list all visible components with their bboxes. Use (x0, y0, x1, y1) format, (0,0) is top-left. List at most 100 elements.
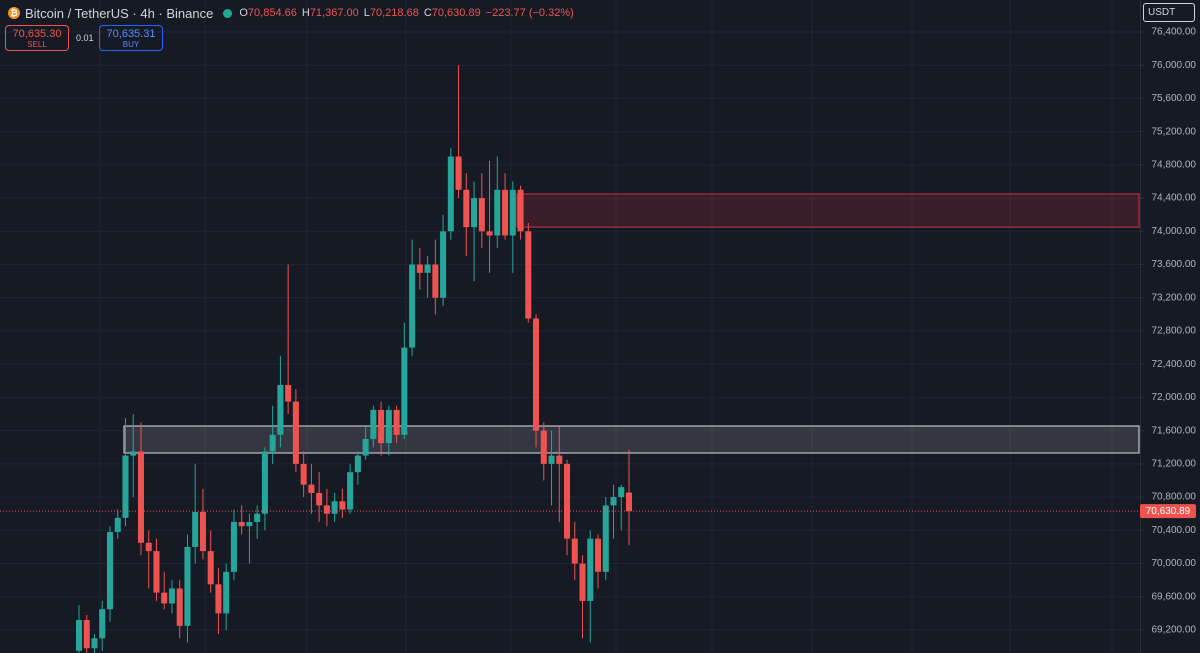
candle-body (292, 401, 299, 464)
y-tick-label: 74,800.00 (1152, 160, 1197, 171)
candle-body (509, 189, 516, 236)
ohlc-value: 70,630.89 (431, 7, 481, 19)
ohlc-low: L70,218.68 (364, 7, 419, 19)
candle-body (316, 492, 323, 506)
candle-body (246, 522, 253, 527)
vertical-grid (99, 0, 1113, 653)
candle-body (199, 512, 206, 552)
y-tick-label: 71,600.00 (1152, 425, 1197, 436)
candle-body (432, 264, 439, 298)
y-tick-label: 74,400.00 (1152, 193, 1197, 204)
candle-body (602, 505, 609, 572)
candle-body (75, 620, 83, 651)
ohlc-value: 70,854.66 (247, 7, 297, 19)
sell-label: SELL (27, 39, 47, 49)
last-price-label: 70,630.89 (1146, 506, 1191, 517)
candle-body (548, 455, 555, 464)
ohlc-open: O70,854.66 (239, 7, 297, 19)
currency-selector[interactable]: USDT (1143, 3, 1195, 22)
ohlc-key: C (423, 7, 432, 19)
candle-body (579, 563, 586, 601)
candle-body (471, 198, 478, 228)
candle-body (184, 546, 191, 626)
buy-label: BUY (122, 39, 140, 49)
y-tick-label: 69,600.00 (1152, 591, 1197, 602)
candle-body (463, 189, 470, 228)
ohlc-value: 71,367.00 (309, 7, 359, 19)
candle-body (455, 156, 462, 190)
candle-body (587, 538, 594, 601)
candle-body (440, 231, 447, 298)
ohlc-close: C70,630.89 (424, 7, 481, 19)
ohlc-value: 70,218.68 (369, 7, 419, 19)
y-tick-label: 69,200.00 (1152, 625, 1197, 636)
ohlc-high: H71,367.00 (302, 7, 359, 19)
candle-body (571, 538, 578, 564)
candle-body (533, 318, 540, 431)
candle-body (331, 501, 338, 514)
candle-body (91, 638, 98, 649)
candle-body (145, 542, 152, 552)
sell-button[interactable]: 70,635.30 SELL (5, 25, 69, 51)
candle-body (285, 384, 292, 402)
y-tick-label: 74,000.00 (1152, 226, 1197, 237)
candle-body (517, 189, 524, 232)
candle-body (215, 584, 222, 614)
candle-body (300, 463, 307, 485)
y-tick-label: 72,400.00 (1152, 359, 1197, 370)
y-tick-label: 72,000.00 (1152, 392, 1197, 403)
ohlc-key: O (239, 7, 248, 19)
ohlc-key: H (301, 7, 310, 19)
zone (516, 193, 1140, 228)
candle-body (223, 571, 230, 614)
y-tick-label: 70,400.00 (1152, 525, 1197, 536)
candle-body (447, 156, 454, 232)
candle-body (269, 434, 276, 452)
candle-body (153, 551, 160, 593)
candle-body (168, 588, 175, 604)
candle-body (354, 455, 361, 473)
sell-price: 70,635.30 (12, 27, 62, 40)
candle-body (494, 189, 501, 236)
candle-body (564, 463, 571, 539)
zone (123, 425, 1140, 454)
candle-body (625, 492, 633, 512)
buy-button[interactable]: 70,635.31 BUY (99, 25, 163, 51)
y-tick-label: 76,000.00 (1152, 60, 1197, 71)
coin-icon: ₿ (8, 7, 20, 19)
candle-body (323, 505, 330, 514)
header: ₿ Bitcoin / TetherUS · 4h · Binance O70,… (8, 4, 574, 22)
candle-body (610, 497, 617, 506)
candle-body (114, 517, 121, 532)
candle-body (238, 522, 245, 527)
y-tick-label: 75,200.00 (1152, 126, 1197, 137)
candle-body (137, 451, 144, 543)
candle-body (347, 472, 354, 510)
candle-body (385, 409, 392, 444)
candle-body (122, 455, 129, 518)
candle-body (192, 512, 199, 547)
y-tick-label: 70,800.00 (1152, 492, 1197, 503)
last-price-box (1140, 504, 1196, 519)
market-status (223, 8, 233, 18)
candle-body (378, 409, 385, 444)
candle-body (594, 538, 602, 572)
candle-body (502, 189, 509, 236)
candle-body (525, 231, 532, 319)
candle-body (409, 264, 416, 348)
candle-body (277, 384, 284, 435)
y-tick-label: 75,600.00 (1152, 93, 1197, 104)
y-tick-label: 70,000.00 (1152, 558, 1197, 569)
candle-body (161, 592, 168, 604)
candle-body (401, 347, 408, 435)
candle-body (176, 588, 183, 626)
y-tick-label: 76,400.00 (1152, 27, 1197, 38)
candle-body (370, 409, 377, 439)
candle-body (424, 264, 431, 273)
candle-body (618, 487, 625, 498)
y-tick-label: 73,200.00 (1152, 292, 1197, 303)
candle-body (478, 198, 485, 232)
candle-body (339, 501, 346, 510)
y-tick-label: 72,800.00 (1152, 326, 1197, 337)
